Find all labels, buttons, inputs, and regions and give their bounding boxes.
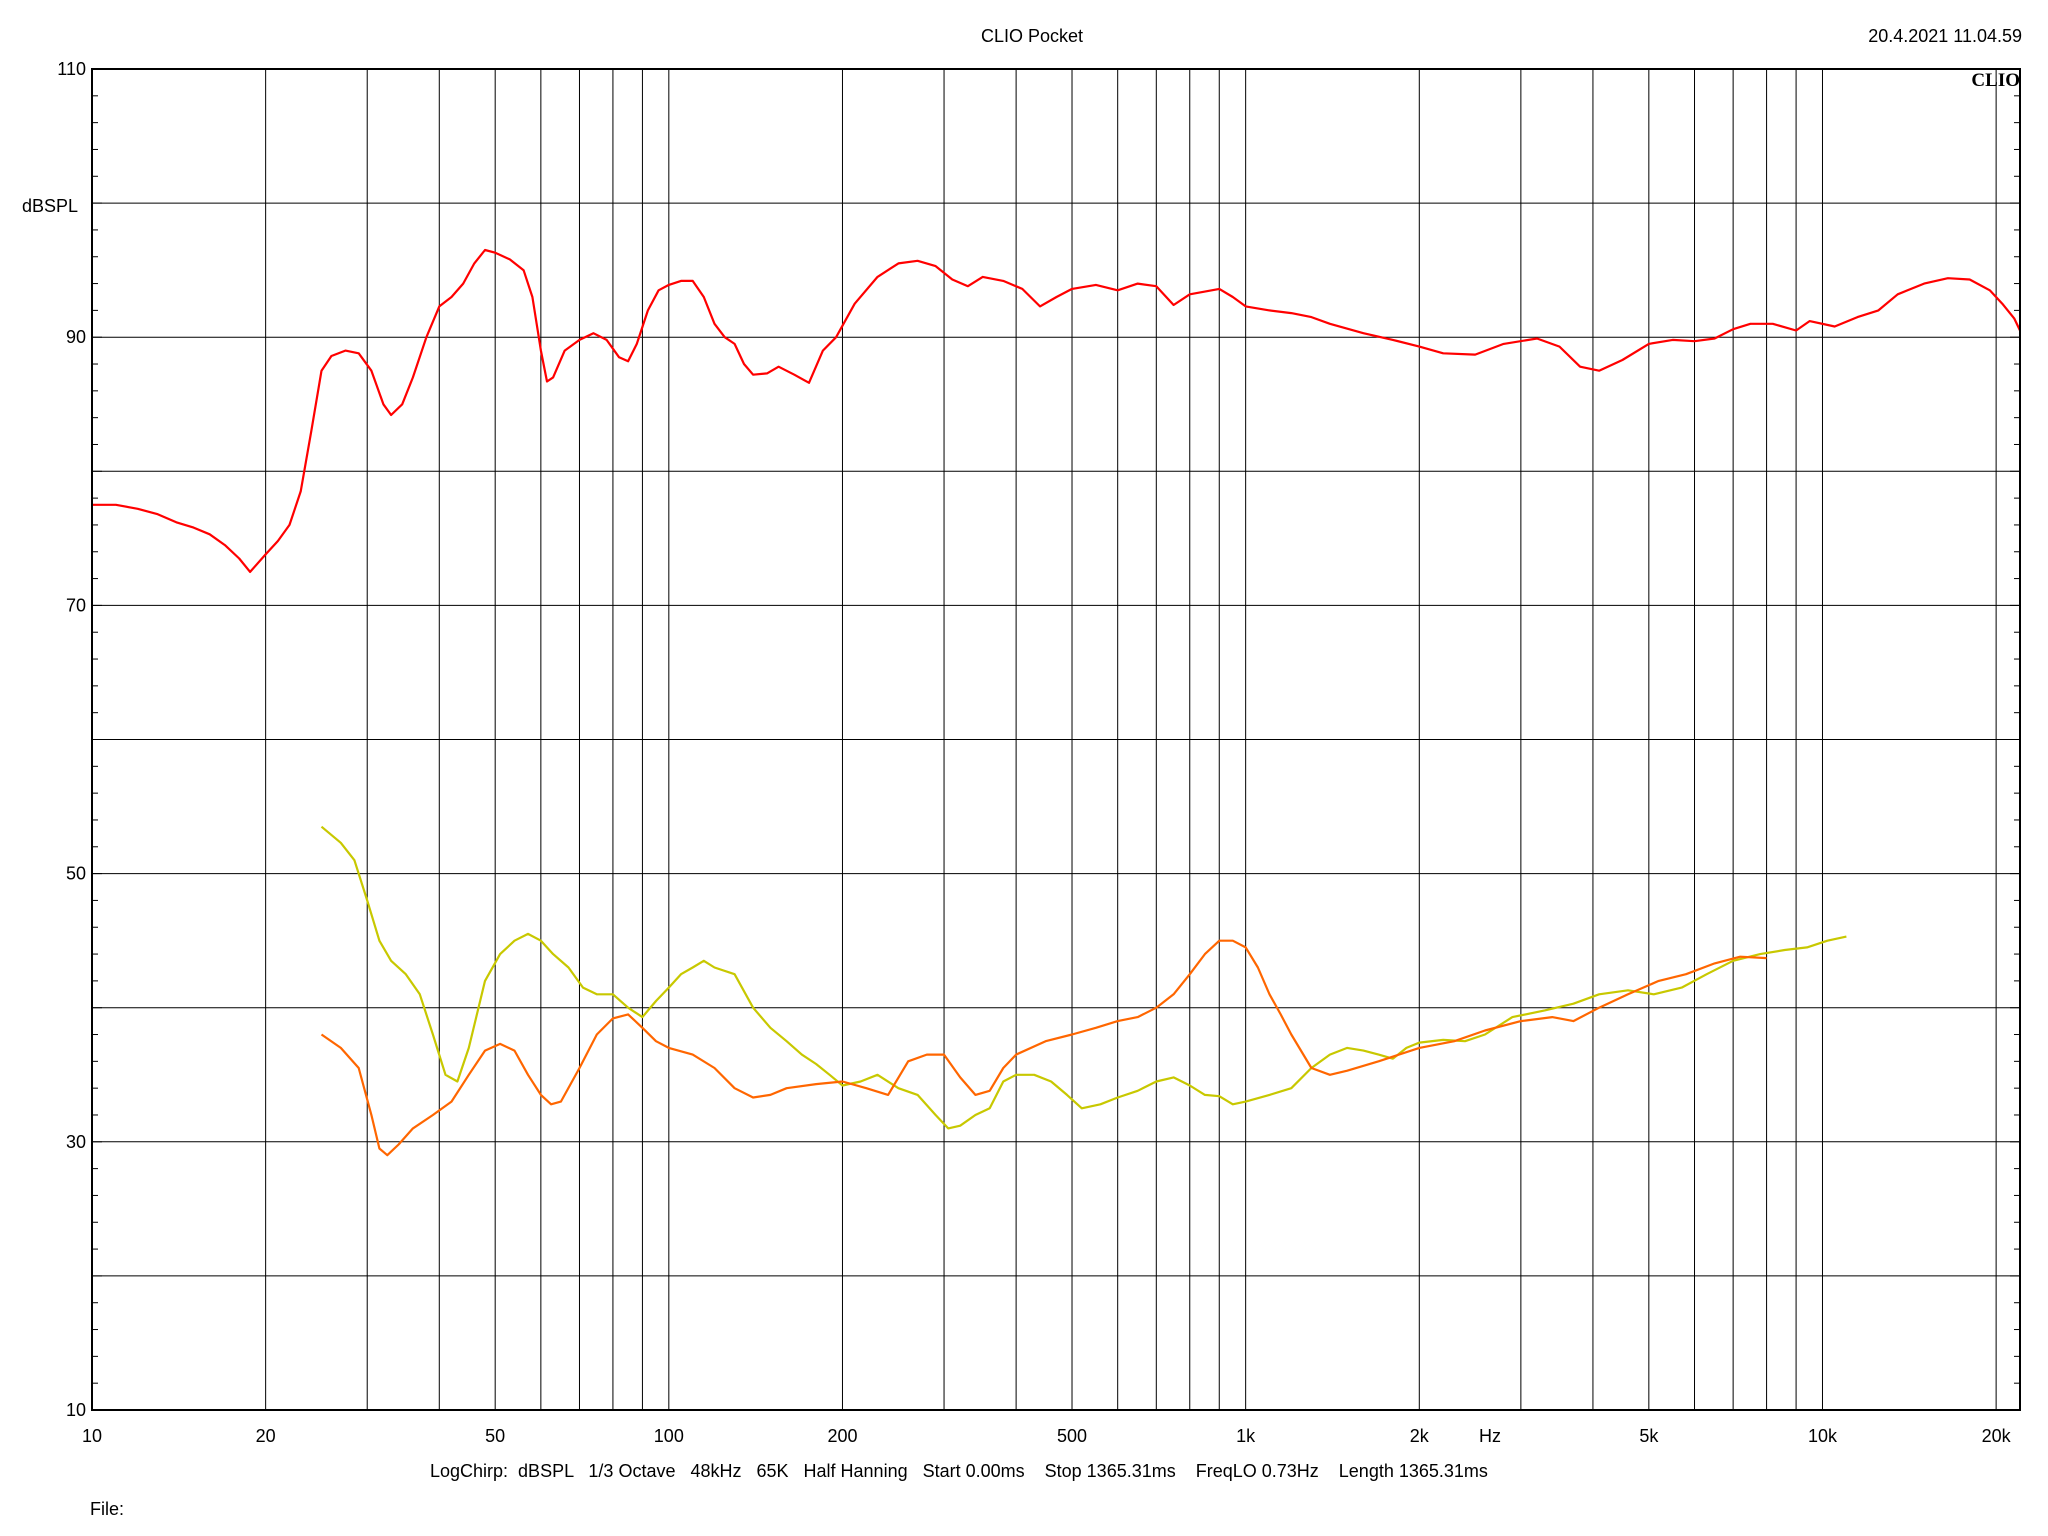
y-axis-label: dBSPL <box>22 196 78 216</box>
plot-frame <box>91 68 2021 1411</box>
y-tick-label: 50 <box>66 864 86 884</box>
x-tick-label: 20 <box>256 1426 276 1446</box>
x-tick-label: 1k <box>1236 1426 1256 1446</box>
x-tick-label: 500 <box>1057 1426 1087 1446</box>
y-tick-label: 10 <box>66 1400 86 1420</box>
x-tick-label: 50 <box>485 1426 505 1446</box>
x-tick-label: 2k <box>1410 1426 1430 1446</box>
measurement-settings: LogChirp: dBSPL 1/3 Octave 48kHz 65K Hal… <box>430 1461 1488 1481</box>
series-line <box>320 939 1767 1157</box>
chart-series <box>92 248 2021 1157</box>
chart-grid <box>91 68 2020 1411</box>
brand-label: CLIO <box>1971 70 2020 91</box>
y-tick-label: 30 <box>66 1132 86 1152</box>
x-tick-label: 5k <box>1639 1426 1659 1446</box>
x-tick-label: 10k <box>1808 1426 1838 1446</box>
x-tick-label: 200 <box>827 1426 857 1446</box>
file-label: File: <box>90 1499 124 1519</box>
x-tick-label: 20k <box>1982 1426 2012 1446</box>
chart-title: CLIO Pocket <box>981 26 1083 46</box>
y-tick-label: 70 <box>66 595 86 615</box>
series-line <box>320 825 1847 1130</box>
timestamp: 20.4.2021 11.04.59 <box>1868 26 2022 46</box>
axis-labels: 10 30 50 70 90 110 10 20 50 100 200 500 1k 2k 5k 10k 20k <box>57 59 2011 1446</box>
y-tick-label: 110 <box>57 59 86 79</box>
x-tick-label: 100 <box>654 1426 684 1446</box>
series-line <box>92 248 2021 573</box>
y-tick-label: 90 <box>66 327 86 347</box>
x-tick-label: 10 <box>82 1426 102 1446</box>
x-axis-label: Hz <box>1479 1426 1501 1446</box>
